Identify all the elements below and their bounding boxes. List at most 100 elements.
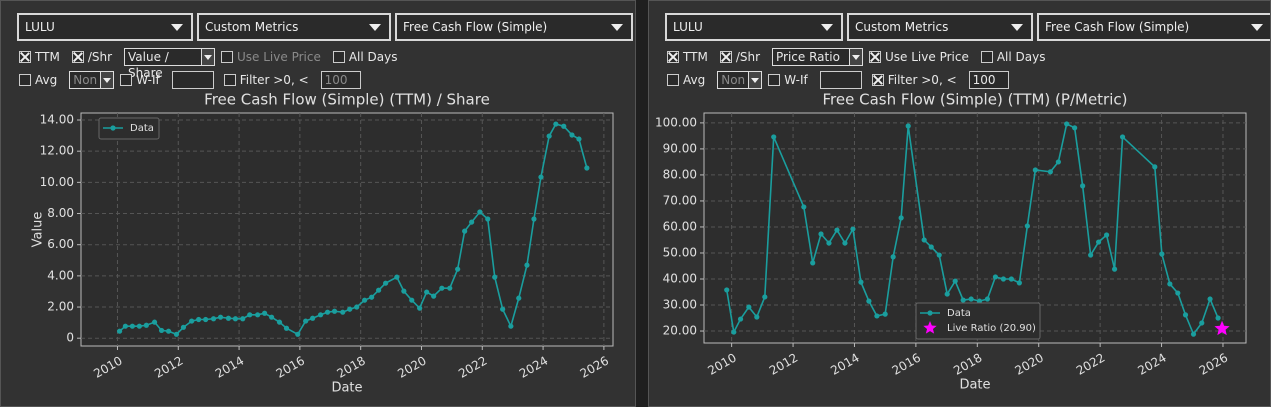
y-axis-label: Value (31, 212, 46, 248)
checkbox[interactable]: Avg (667, 73, 705, 87)
data-point (890, 254, 896, 260)
select[interactable]: Value / Share (124, 48, 216, 80)
data-point (158, 327, 165, 334)
dropdown[interactable]: Free Cash Flow (Simple) (395, 13, 633, 41)
checkbox[interactable]: All Days (332, 50, 398, 64)
data-point (898, 215, 904, 221)
checkbox[interactable]: All Days (980, 50, 1045, 64)
dropdown[interactable]: Custom Metrics (847, 13, 1033, 41)
data-point (232, 316, 239, 322)
data-point (731, 329, 737, 335)
dropdown[interactable]: LULU (665, 13, 843, 41)
select[interactable]: Price Ratio (772, 48, 864, 66)
data-point (531, 216, 537, 222)
select-text: Value / Share (124, 48, 203, 80)
data-point (1088, 252, 1094, 258)
checkbox[interactable]: Filter >0, < (871, 73, 957, 87)
data-point (303, 318, 309, 324)
legend-label: Data (130, 123, 154, 134)
data-point (850, 226, 856, 232)
checkbox-label: TTM (683, 50, 708, 64)
checkbox[interactable]: Avg (19, 73, 57, 87)
data-point (424, 289, 430, 295)
checkbox-box (768, 74, 781, 86)
data-point (524, 262, 530, 268)
dropdown[interactable]: Custom Metrics (197, 13, 391, 41)
data-point (376, 287, 382, 293)
x-tick-label: 2022 (456, 354, 489, 381)
data-point (1072, 125, 1078, 131)
text-input[interactable] (171, 71, 214, 89)
data-point (1175, 290, 1181, 296)
x-tick-label: 2022 (1074, 351, 1107, 378)
checkbox-label: Use Live Price (237, 50, 321, 64)
data-point (810, 260, 816, 266)
y-tick-label: 50.00 (663, 245, 697, 259)
data-point (1199, 320, 1205, 326)
legend-dot (110, 125, 116, 131)
chart-title: Free Cash Flow (Simple) (TTM) / Share (204, 91, 490, 109)
select-text: Non (69, 71, 102, 89)
data-point (196, 316, 202, 323)
data-point (354, 304, 360, 310)
data-point (283, 325, 290, 331)
legend-star (923, 321, 937, 334)
checkbox-label: /Shr (87, 50, 113, 64)
data-point (317, 312, 324, 318)
x-tick-label: 2012 (767, 351, 800, 378)
checkbox-label: /Shr (735, 50, 761, 64)
star-marker (1214, 320, 1230, 336)
data-point (180, 324, 187, 330)
data-point (584, 165, 590, 171)
checkbox[interactable]: /Shr (71, 50, 113, 64)
checkbox[interactable]: TTM (667, 50, 708, 64)
y-tick-label: 70.00 (663, 193, 697, 207)
data-point (240, 316, 246, 322)
data-point (1167, 281, 1173, 287)
legend-label: Data (947, 308, 971, 319)
data-point (968, 296, 974, 302)
data-point (866, 298, 872, 304)
select-arrow (101, 71, 115, 89)
checkbox[interactable]: W-If (768, 73, 808, 87)
data-point (1190, 331, 1197, 337)
data-point (409, 297, 415, 303)
y-tick-label: 100.00 (655, 115, 697, 129)
text-input[interactable]: 100 (968, 71, 1009, 89)
data-point (882, 311, 888, 317)
data-point (858, 279, 864, 285)
checkbox[interactable]: Use Live Price (869, 50, 969, 64)
data-point (1152, 164, 1158, 170)
data-point (746, 304, 752, 310)
control-row: Avg Non W-If Filter >0, < 100 (19, 70, 371, 90)
y-tick-label: 20.00 (663, 324, 697, 338)
text-input: 100 (320, 71, 361, 89)
data-point (818, 231, 824, 237)
data-point (324, 309, 331, 315)
dropdown[interactable]: Free Cash Flow (Simple) (1037, 13, 1270, 41)
data-point (394, 274, 400, 280)
data-point (762, 294, 768, 300)
checkbox[interactable]: W-If (120, 73, 160, 87)
control-row: TTM/Shr Price Ratio Use Live Price All Days (667, 47, 1057, 67)
checkbox[interactable]: TTM (19, 50, 60, 64)
x-tick-label: 2012 (152, 354, 185, 381)
dropdown[interactable]: LULU (17, 13, 193, 41)
data-point (439, 285, 445, 291)
data-point (1215, 315, 1221, 321)
checkbox-box (719, 51, 732, 63)
checkbox-box (667, 74, 679, 86)
data-point (117, 328, 123, 334)
data-point (538, 174, 544, 180)
checkbox[interactable]: /Shr (719, 50, 761, 64)
text-input[interactable] (819, 71, 862, 89)
checkbox-box (667, 51, 679, 63)
checkbox-label: All Days (348, 50, 398, 64)
checkbox[interactable]: Filter >0, < (223, 73, 309, 87)
data-point (928, 244, 934, 250)
select: Non (717, 71, 763, 89)
data-point (469, 219, 475, 225)
x-tick-label: 2026 (578, 354, 611, 381)
checkbox-box (221, 51, 234, 63)
data-point (347, 306, 353, 312)
